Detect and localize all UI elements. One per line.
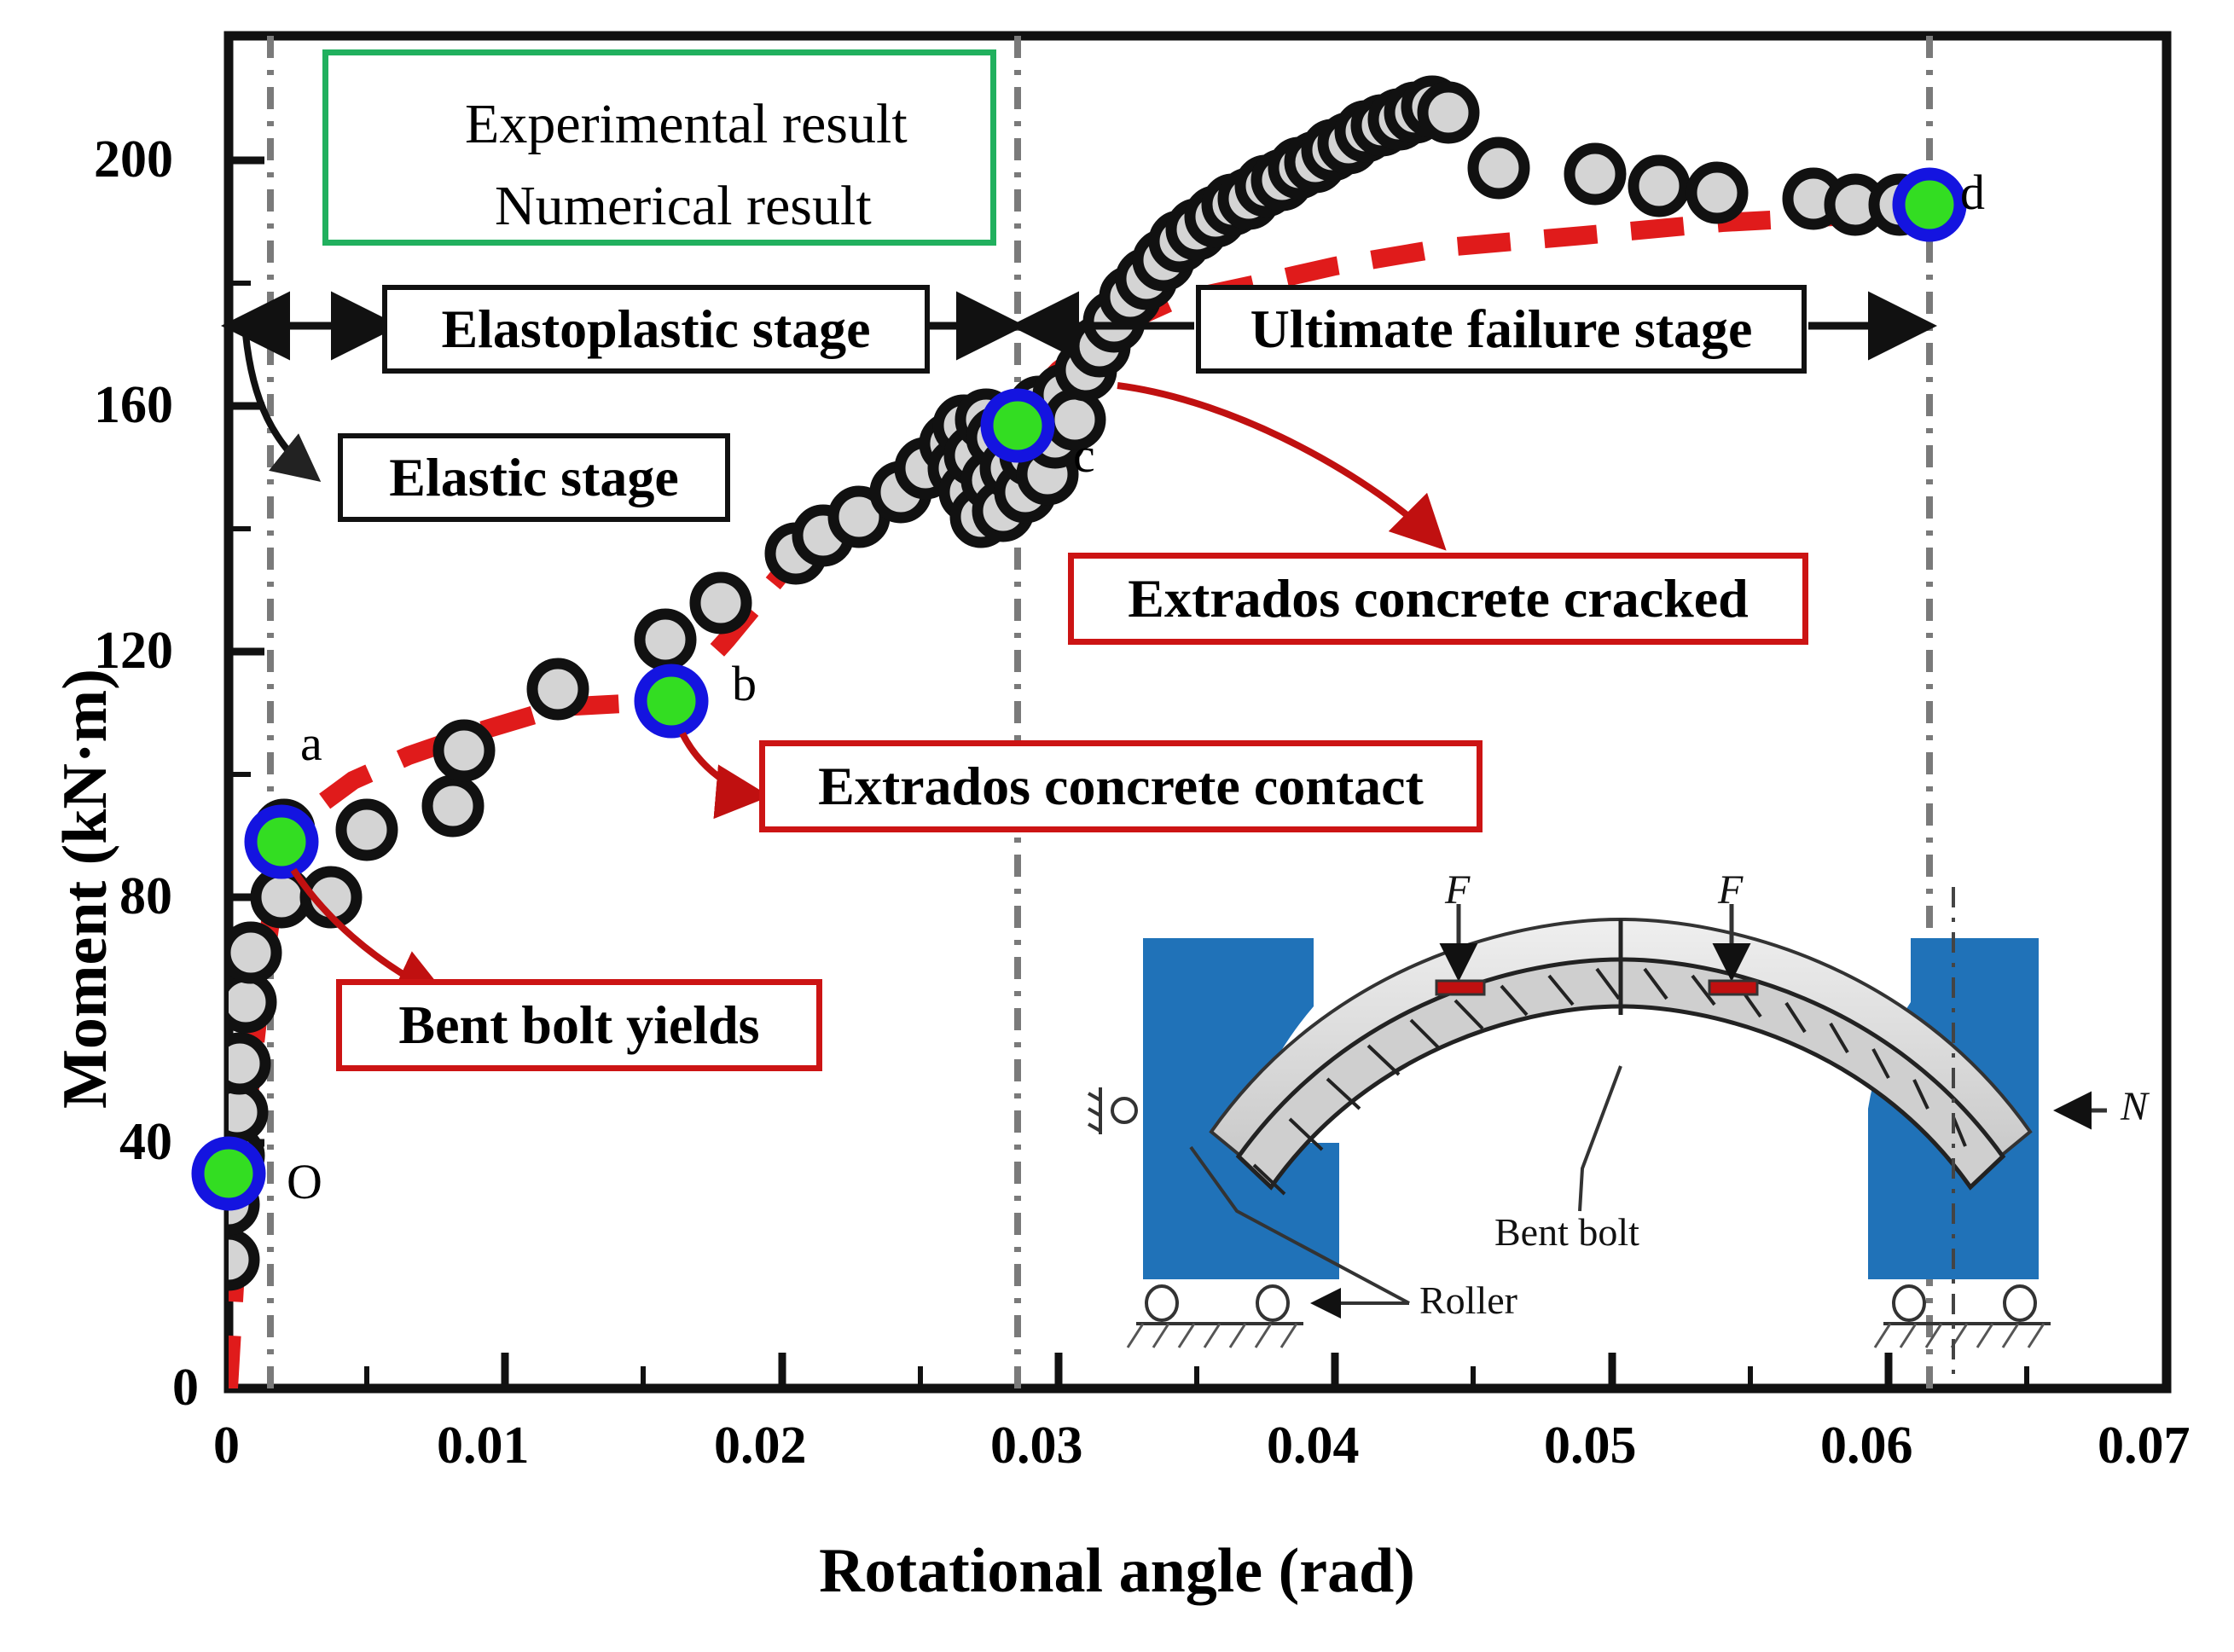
point-label-o: O [287, 1154, 322, 1209]
key-points [191, 167, 1967, 1211]
y-tick-80: 80 [119, 867, 172, 925]
key-point-b [634, 664, 709, 739]
y-tick-200: 200 [94, 130, 173, 188]
point-label-b: b [732, 656, 757, 711]
y-tick-120: 120 [94, 622, 173, 680]
annotation-elastoplastic-stage-label: Elastoplastic stage [441, 299, 871, 359]
x-tick-001: 0.01 [437, 1417, 530, 1475]
point-label-c: c [1073, 427, 1095, 483]
annotation-elastic-stage: Elastic stage [338, 433, 730, 522]
legend-label-experimental: Experimental result [465, 93, 908, 155]
legend-item-numerical: Numerical result [495, 174, 872, 239]
x-tick-003: 0.03 [990, 1417, 1083, 1475]
series-experimental-result [229, 75, 1961, 1291]
inset-label-force-left: F [1445, 867, 1471, 913]
legend-item-experimental: Experimental result [465, 92, 908, 157]
annotation-extrados-concrete-cracked: Extrados concrete cracked [1068, 553, 1808, 645]
x-tick-002: 0.02 [714, 1417, 807, 1475]
legend-label-numerical: Numerical result [495, 175, 872, 237]
annotation-extrados-contact-label: Extrados concrete contact [818, 756, 1424, 816]
key-point-a [244, 804, 319, 879]
annotation-elastoplastic-stage: Elastoplastic stage [382, 285, 930, 374]
inset-label-force-right: F [1718, 867, 1744, 913]
y-axis-title: Moment (kN·m) [50, 669, 120, 1109]
inset-label-roller: Roller [1419, 1278, 1517, 1322]
annotation-elastic-stage-label: Elastic stage [389, 447, 679, 507]
elastic-stage-leader [242, 333, 322, 482]
legend [322, 49, 996, 246]
key-point-o [191, 1136, 266, 1211]
x-axis-minor-ticks [364, 1366, 2029, 1388]
inset-test-setup [1088, 887, 2107, 1382]
inset-label-normal-force: N [2121, 1084, 2149, 1129]
annotation-extrados-cracked-label: Extrados concrete cracked [1128, 568, 1749, 629]
annotation-extrados-concrete-contact: Extrados concrete contact [759, 740, 1483, 832]
key-point-c [980, 388, 1055, 463]
x-tick-005: 0.05 [1544, 1417, 1637, 1475]
x-tick-004: 0.04 [1267, 1417, 1360, 1475]
y-tick-0: 0 [172, 1359, 199, 1417]
extrados-cracked-leader [1117, 382, 1447, 551]
x-tick-006: 0.06 [1820, 1417, 1913, 1475]
annotation-ultimate-failure-stage: Ultimate failure stage [1196, 285, 1807, 374]
inset-label-bent-bolt: Bent bolt [1494, 1210, 1639, 1254]
y-tick-40: 40 [119, 1113, 172, 1171]
annotation-bent-bolt-yields-label: Bent bolt yields [398, 994, 760, 1055]
x-tick-007: 0.07 [2098, 1417, 2190, 1475]
extrados-contact-leader [679, 732, 770, 820]
point-label-a: a [300, 716, 322, 771]
annotation-ultimate-failure-stage-label: Ultimate failure stage [1250, 299, 1753, 359]
annotation-bent-bolt-yields: Bent bolt yields [336, 979, 822, 1071]
key-point-d [1892, 167, 1967, 242]
x-tick-0: 0 [213, 1417, 240, 1475]
point-label-d: d [1960, 165, 1985, 220]
y-tick-160: 160 [94, 376, 173, 434]
x-axis-title: Rotational angle (rad) [819, 1536, 1415, 1606]
